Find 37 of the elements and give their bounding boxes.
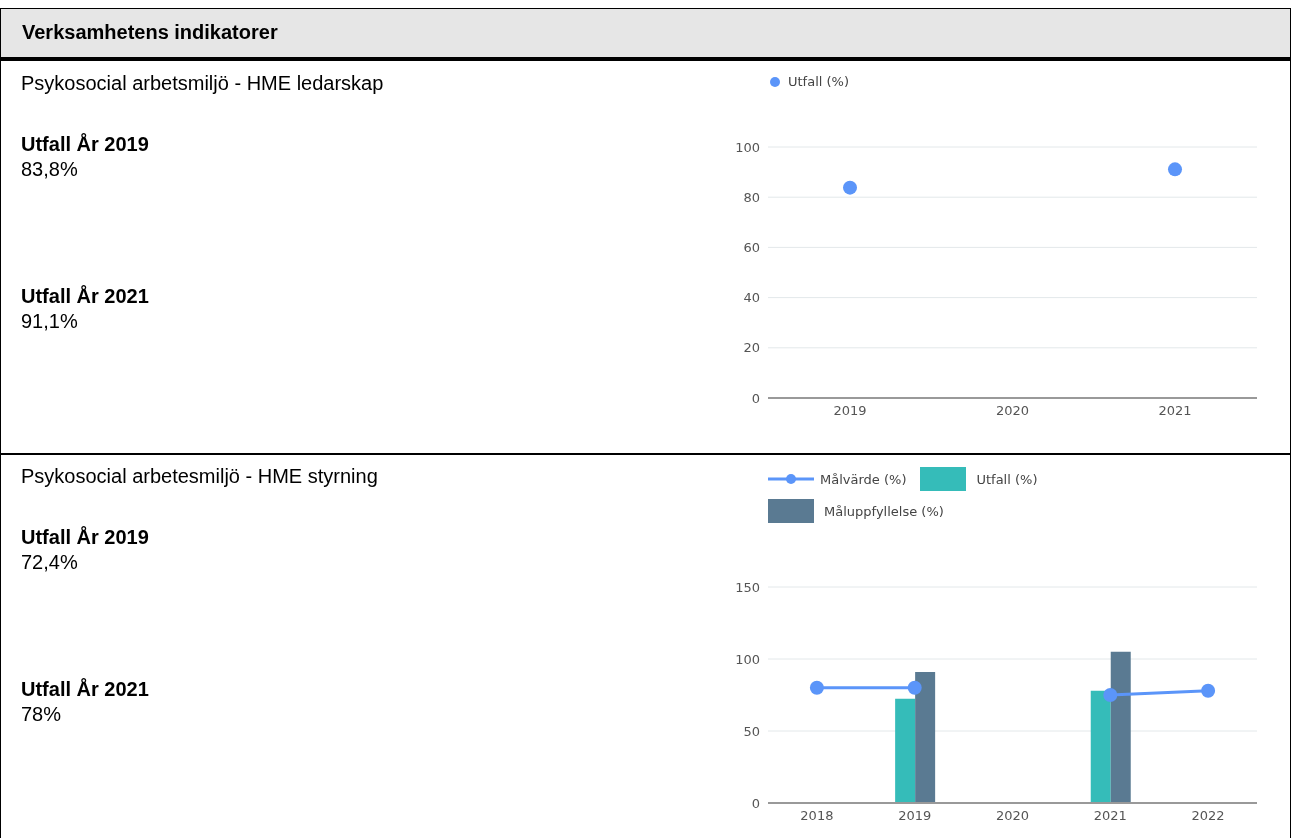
y-tick-label: 60 xyxy=(743,240,760,256)
bar xyxy=(1090,690,1111,803)
legend-label: Utfall (%) xyxy=(976,471,1038,487)
text: 78% xyxy=(21,702,63,727)
y-tick-label: 100 xyxy=(735,139,760,155)
text: Verksamhetens indikatorer xyxy=(22,21,278,44)
y-tick-label: 0 xyxy=(751,795,760,811)
y-tick-label: 0 xyxy=(751,390,760,406)
text: Utfall År 2021 xyxy=(21,284,149,309)
legend-label: Målvärde (%) xyxy=(820,471,907,487)
bar xyxy=(895,698,916,803)
y-tick-label: 80 xyxy=(743,189,760,205)
x-tick-label: 2019 xyxy=(898,808,932,824)
text: Utfall År 2019 xyxy=(21,525,149,550)
legend-label: Utfall (%) xyxy=(788,74,850,89)
y-tick-label: 100 xyxy=(735,651,760,667)
x-tick-label: 2020 xyxy=(995,403,1030,419)
x-tick-label: 2019 xyxy=(833,403,867,419)
text: Utfall År 2021 xyxy=(21,677,149,702)
text: 72,4% xyxy=(21,550,79,575)
bar xyxy=(915,671,936,803)
y-tick-label: 150 xyxy=(735,579,760,595)
x-tick-label: 2021 xyxy=(1158,403,1192,419)
text: Psykosocial arbetesmiljö - HME styrning xyxy=(21,465,378,488)
text: Psykosocial arbetsmiljö - HME ledarskap xyxy=(21,72,384,95)
x-tick-label: 2018 xyxy=(800,808,834,824)
y-tick-label: 40 xyxy=(743,290,760,306)
x-tick-label: 2020 xyxy=(995,808,1030,824)
x-tick-label: 2022 xyxy=(1191,808,1225,824)
y-tick-label: 20 xyxy=(743,340,760,356)
x-tick-label: 2021 xyxy=(1093,808,1127,824)
text: 91,1% xyxy=(21,309,79,334)
text: Utfall År 2019 xyxy=(21,132,149,157)
y-tick-label: 50 xyxy=(743,723,760,739)
legend-label: Måluppfyllelse (%) xyxy=(824,503,944,519)
bar xyxy=(1110,651,1131,803)
text: 83,8% xyxy=(21,157,79,182)
